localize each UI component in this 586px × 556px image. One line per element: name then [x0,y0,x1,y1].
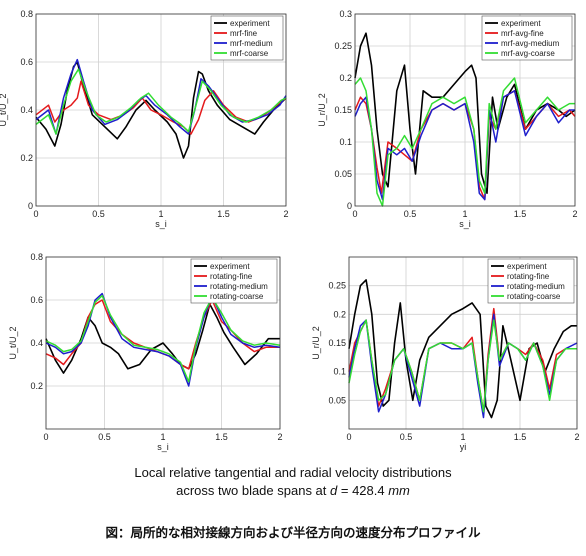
legend-label: experiment [501,19,541,28]
caption-prefix: across two blade spans at [176,483,331,498]
y-tick-label: 0.2 [339,73,352,83]
legend-label: rotating-fine [210,272,253,281]
y-tick-label: 0.15 [334,105,352,115]
x-tick-label: 1.5 [514,432,527,442]
chart-svg: 0 0.5 1 1.5 2 0 0.2 0.4 0.6 0.8 s_i U_t/U_2 experime… [0,9,289,229]
y-tick-label: 0.15 [328,338,346,348]
series-line-experiment [45,303,280,374]
chart-panel-top-left: 0 0.5 1 1.5 2 0 0.2 0.4 0.6 0.8 s_i U_t/U_2 experime… [0,0,293,235]
x-tick-label: 0.5 [400,432,413,442]
y-tick-label: 0.25 [328,281,346,291]
caption-line-1: Local relative tangential and radial vel… [134,465,452,480]
y-tick-label: 0.4 [20,105,33,115]
plot-frame [348,256,578,430]
y-tick-label: 0 [28,201,33,211]
caption-line-2: across two blade spans at d = 428.4 mm [0,483,586,498]
series-line-rotating-coarse [45,294,281,383]
y-tick-label: 0.2 [20,153,33,163]
chart-svg: 0 0.5 1 1.5 2 0.2 0.4 0.6 0.8 s_i U_t/U_2 experimen… [8,252,283,452]
x-tick-label: 1.5 [514,209,527,219]
x-tick-label: 2 [574,432,579,442]
legend-label: experiment [230,19,270,28]
y-tick-label: 0.6 [20,57,33,67]
x-tick-label: 1.5 [215,432,228,442]
legend-label: rotating-medium [507,282,565,291]
x-tick-label: 2 [283,209,288,219]
series-line-rotating-medium [45,292,281,387]
chart-panel-bottom-right: 0 0.5 1 1.5 2 0.05 0.1 0.15 0.2 0.25 yi U_r/U_2 expe… [293,245,586,460]
chart-panel-bottom-left: 0 0.5 1 1.5 2 0.2 0.4 0.6 0.8 s_i U_t/U_2 experimen… [0,245,293,460]
series-line-mrf-avg-medium [354,90,575,201]
x-tick-label: 1.5 [217,209,230,219]
series-line-mrf-coarse [35,68,287,135]
x-tick-label: 0 [33,209,38,219]
y-tick-label: 0.1 [333,367,346,377]
y-axis-label: U_t/U_2 [0,93,8,126]
x-axis-label: s_i [157,442,169,452]
y-tick-label: 0 [347,201,352,211]
caption-mid: = 428.4 [337,483,389,498]
legend-label: mrf-avg-fine [501,29,544,38]
x-tick-label: 0.5 [404,209,417,219]
x-tick-label: 0 [43,432,48,442]
caption-japanese: 図：局所的な相対接線方向および半径方向の速度分布プロファイル [105,525,481,540]
legend-label: mrf-coarse [230,49,269,58]
caption-var: d [330,483,338,498]
x-tick-label: 0.5 [98,432,111,442]
series-line-experiment [348,279,577,419]
plot-frame [354,13,576,207]
x-axis-label: yi [460,442,467,452]
x-tick-label: 2 [277,432,282,442]
caption-unit: mm [388,483,410,498]
y-tick-label: 0.6 [30,295,43,305]
series-line-mrf-avg-coarse [354,77,575,207]
y-tick-label: 0.2 [333,309,346,319]
y-tick-label: 0.8 [20,9,33,19]
x-tick-label: 1 [460,432,465,442]
series-line-rotating-coarse [348,319,577,413]
legend-label: mrf-fine [230,29,258,38]
y-tick-label: 0.8 [30,252,43,262]
y-tick-label: 0.3 [339,9,352,19]
x-tick-label: 0 [346,432,351,442]
y-axis-label: U_r/U_2 [311,326,321,360]
legend-label: mrf-avg-medium [501,39,560,48]
legend-label: rotating-fine [507,272,550,281]
legend-label: mrf-avg-coarse [501,49,555,58]
y-tick-label: 0.4 [30,338,43,348]
x-tick-label: 0.5 [92,209,105,219]
chart-panel-top-right: 0 0.5 1 1.5 2 0.05 0.1 0.15 0.2 0.25 0.3 0 s_i U_r/U_… [293,0,586,235]
legend-label: rotating-coarse [507,292,561,301]
legend-label: rotating-coarse [210,292,264,301]
y-axis-label: U_t/U_2 [8,326,18,359]
x-tick-label: 1 [462,209,467,219]
x-tick-label: 2 [572,209,577,219]
x-tick-label: 1 [160,432,165,442]
plot-frame [35,13,287,207]
y-axis-label: U_r/U_2 [317,93,327,127]
chart-svg: 0 0.5 1 1.5 2 0.05 0.1 0.15 0.2 0.25 yi U_r/U_2 expe… [311,256,580,452]
y-tick-label: 0.1 [339,137,352,147]
legend-label: mrf-medium [230,39,273,48]
series-line-mrf-fine [35,80,287,135]
x-axis-label: s_i [155,219,167,229]
y-tick-label: 0.05 [334,169,352,179]
y-tick-label: 0.05 [328,395,346,405]
plot-frame [45,256,281,430]
legend-label: experiment [507,262,547,271]
legend-label: experiment [210,262,250,271]
legend-label: rotating-medium [210,282,268,291]
y-tick-label: 0.2 [30,381,43,391]
y-tick-label: 0.25 [334,41,352,51]
x-tick-label: 1 [158,209,163,219]
x-axis-label: s_i [459,219,471,229]
chart-svg: 0 0.5 1 1.5 2 0.05 0.1 0.15 0.2 0.25 0.3 0 s_i U_r/U_… [317,9,578,229]
x-tick-label: 0 [352,209,357,219]
